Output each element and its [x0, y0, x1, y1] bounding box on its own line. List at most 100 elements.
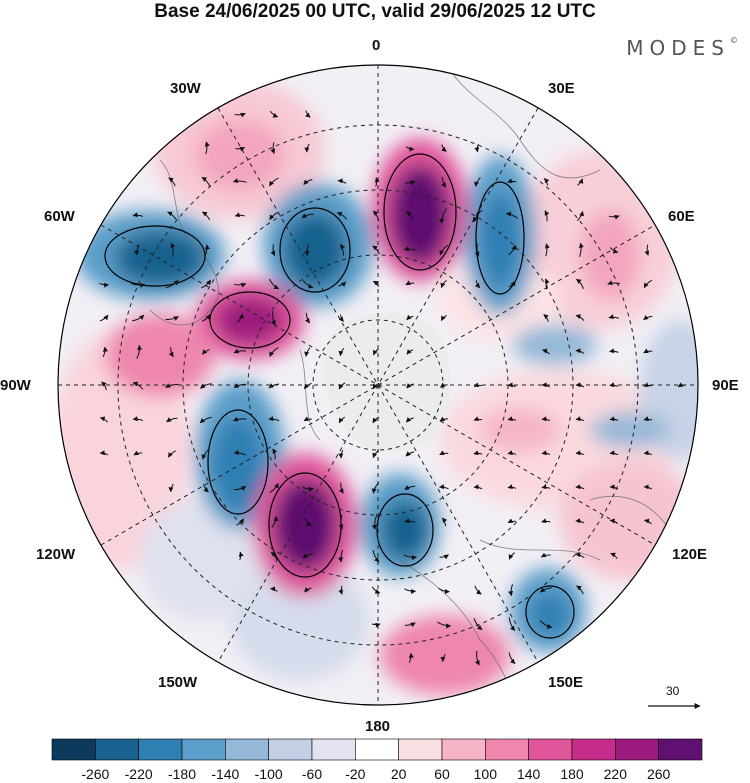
lon-label-150w: 150W [158, 674, 198, 691]
wind-vector [371, 482, 380, 494]
wind-vector [203, 483, 209, 493]
wind-vectors [99, 110, 686, 666]
colorbar-tick-label: -60 [301, 766, 323, 782]
wind-vector [576, 585, 584, 595]
wind-vector [406, 383, 414, 389]
wind-vector [507, 178, 517, 184]
wind-vector [304, 143, 310, 153]
wind-vector [643, 279, 653, 289]
wind-vector [340, 243, 346, 256]
wind-vector [304, 517, 312, 527]
wind-vector [134, 244, 140, 256]
wind-vector [269, 482, 279, 494]
wind-vector [609, 518, 619, 524]
wind-vector [269, 347, 279, 357]
brand-logo: MODES© [626, 36, 738, 60]
colorbar-tick-label: 20 [390, 766, 407, 782]
wind-vector [167, 211, 177, 221]
wind-vector [404, 485, 416, 491]
wind-vector [372, 245, 380, 255]
wind-vector [474, 650, 480, 666]
wind-vector [539, 620, 553, 629]
colorbar-tick-label: 260 [646, 766, 671, 782]
colorbar-tick-label: -100 [254, 766, 283, 782]
wind-vector [405, 280, 415, 286]
colorbar-swatch [398, 738, 443, 761]
wind-vector [405, 146, 415, 152]
wind-vector [304, 347, 311, 357]
wind-vector [269, 211, 279, 221]
wind-vector [440, 654, 446, 663]
wind-vector [507, 518, 516, 524]
wind-vector [508, 584, 514, 597]
wind-vector [303, 382, 312, 390]
wind-vector [541, 450, 551, 456]
wind-vector [473, 450, 483, 456]
wind-vector [441, 144, 447, 152]
wind-vector [133, 450, 143, 456]
wind-vector [541, 382, 551, 388]
wind-vector [473, 618, 483, 631]
wind-vector [337, 178, 347, 184]
wind-vector [302, 280, 314, 289]
wind-vector [609, 382, 619, 388]
wind-vector [132, 212, 144, 218]
colorbar-swatch [528, 738, 573, 761]
wind-vector [607, 280, 621, 286]
wind-vector [439, 484, 449, 490]
wind-vector [165, 279, 179, 289]
wind-vector [440, 314, 447, 322]
colorbar-tick-label: -260 [81, 766, 110, 782]
wind-vector [132, 416, 144, 422]
wind-vector [102, 346, 108, 358]
wind-vector [442, 517, 448, 527]
wind-vector [472, 209, 483, 223]
wind-vector [608, 314, 620, 320]
wind-vector [204, 244, 210, 256]
wind-vector [643, 314, 653, 321]
wind-vector [406, 314, 414, 321]
wind-vector [439, 244, 449, 256]
wind-vector [132, 381, 144, 390]
lon-label-120e: 120E [672, 546, 708, 563]
wind-vector [371, 622, 381, 628]
wind-vector [575, 348, 585, 354]
wind-vector [233, 383, 246, 389]
wind-vector [99, 450, 109, 456]
wind-vector [374, 177, 380, 187]
lon-label-60e: 60E [668, 208, 695, 225]
wind-vector [575, 416, 585, 422]
colorbar-tick-label: 220 [603, 766, 628, 782]
wind-vector [575, 552, 585, 559]
wind-vector [304, 312, 311, 324]
copyright-mark: © [730, 36, 738, 45]
lon-label-150e: 150E [548, 674, 584, 691]
colorbar-swatch [441, 738, 486, 761]
lon-label-180: 180 [365, 718, 391, 735]
vector-scale-value: 30 [666, 684, 680, 698]
wind-vector [338, 514, 344, 530]
wind-vector [540, 552, 551, 558]
wind-vector [507, 484, 517, 490]
wind-vector [508, 617, 516, 631]
wind-vector [269, 110, 279, 118]
wind-vector [165, 316, 179, 321]
wind-vector [272, 448, 278, 460]
wind-vector [372, 550, 380, 563]
wind-vector [270, 310, 276, 326]
wind-vector [505, 211, 518, 219]
wind-vector [540, 587, 552, 593]
wind-vector [507, 382, 517, 388]
wind-vector [644, 244, 650, 256]
wind-vector [609, 348, 619, 354]
wind-vector [202, 349, 210, 355]
wind-vector [439, 382, 448, 388]
wind-vector [507, 450, 517, 456]
wind-vector [268, 416, 280, 422]
wind-vector [677, 382, 686, 388]
wind-vector [508, 552, 515, 560]
wind-vector [338, 549, 344, 563]
colorbar-swatch [658, 738, 703, 761]
wind-vector [270, 244, 276, 257]
wind-vector [338, 482, 344, 494]
